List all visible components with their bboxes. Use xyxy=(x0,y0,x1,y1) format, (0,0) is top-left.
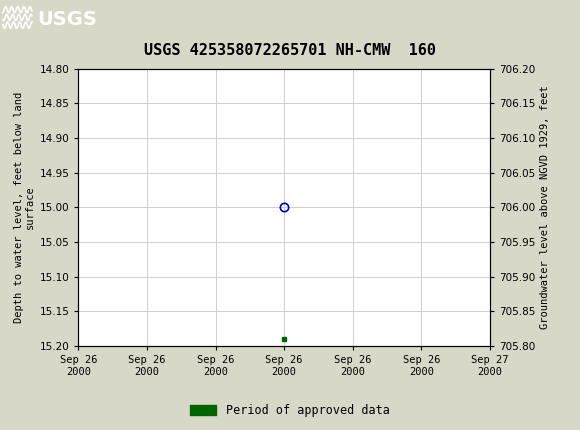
Y-axis label: Depth to water level, feet below land
surface: Depth to water level, feet below land su… xyxy=(14,92,35,323)
Text: USGS 425358072265701 NH-CMW  160: USGS 425358072265701 NH-CMW 160 xyxy=(144,43,436,58)
Text: USGS: USGS xyxy=(38,10,97,29)
Legend: Period of approved data: Period of approved data xyxy=(186,399,394,422)
Y-axis label: Groundwater level above NGVD 1929, feet: Groundwater level above NGVD 1929, feet xyxy=(539,86,550,329)
